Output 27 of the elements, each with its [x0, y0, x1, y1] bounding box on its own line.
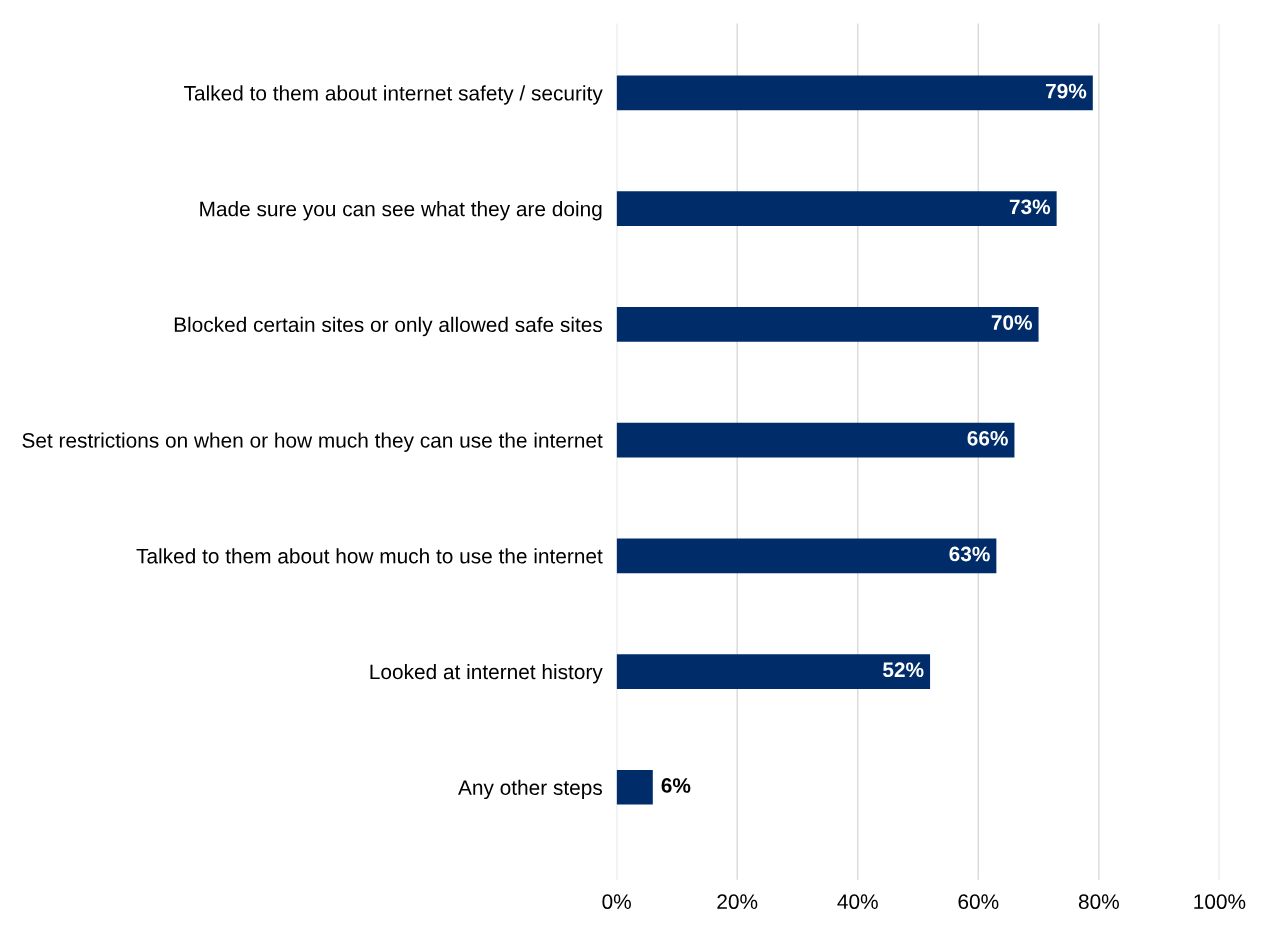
- y-tick-label: Set restrictions on when or how much they can use the internet: [22, 432, 603, 452]
- bar: [616, 538, 997, 574]
- data-label: 6%: [661, 778, 691, 793]
- y-tick-label: Blocked certain sites or only allowed safe sites: [174, 316, 603, 337]
- bar: [616, 75, 1093, 111]
- data-label: 63%: [949, 546, 990, 562]
- x-tick-label: 20%: [717, 894, 758, 910]
- data-label: 52%: [883, 662, 924, 678]
- bar: [616, 422, 1015, 458]
- x-tick-label: 60%: [958, 894, 999, 910]
- y-tick-label: Talked to them about how much to use the internet: [136, 548, 603, 564]
- x-tick-label: 40%: [837, 894, 878, 910]
- y-tick-label: Made sure you can see what they are doing: [200, 201, 602, 221]
- data-label: 73%: [1009, 199, 1051, 215]
- data-label: 66%: [967, 430, 1008, 446]
- x-tick-label: 80%: [1078, 894, 1119, 910]
- bar: [616, 306, 1039, 342]
- data-label: 70%: [991, 315, 1033, 330]
- y-tick-label: Any other steps: [458, 779, 602, 800]
- y-tick-label: Talked to them about internet safety / security: [184, 85, 603, 105]
- x-tick-label: 0%: [602, 894, 631, 910]
- y-tick-label: Looked at internet history: [370, 663, 603, 684]
- bar: [616, 769, 653, 805]
- data-label: 79%: [1046, 83, 1087, 99]
- bar: [616, 654, 931, 689]
- bar: [616, 191, 1057, 226]
- x-tick-label: 100%: [1194, 894, 1246, 910]
